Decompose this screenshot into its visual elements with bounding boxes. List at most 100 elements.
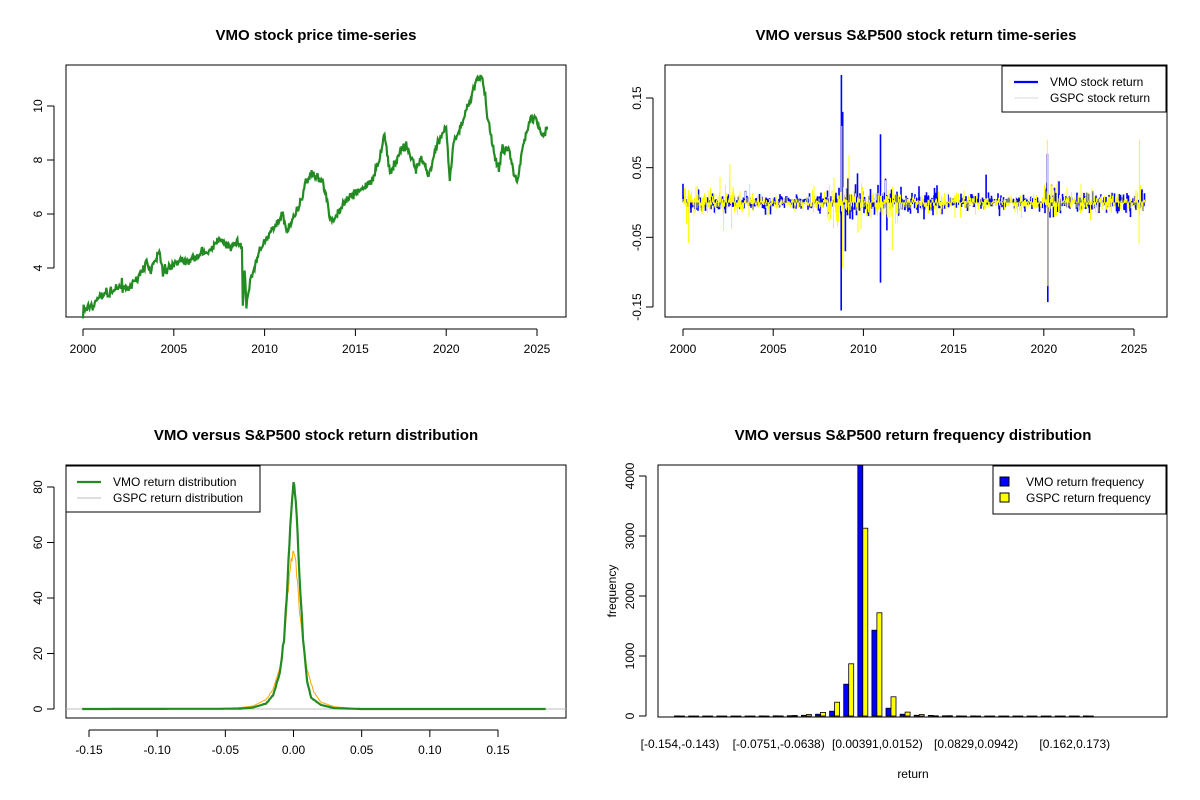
bar-vmo xyxy=(970,715,976,717)
legend-label: GSPC return distribution xyxy=(113,491,243,505)
legend: VMO stock return GSPC stock return xyxy=(1001,65,1167,113)
x-tick-label: [-0.0751,-0.0638) xyxy=(733,737,825,751)
bar-gspc xyxy=(791,715,798,717)
bar-gspc xyxy=(1088,715,1094,718)
x-tick-label: [-0.154,-0.143) xyxy=(641,737,720,751)
y-tick-label: -0.05 xyxy=(630,223,644,251)
plot-frame xyxy=(65,64,567,318)
bar-gspc xyxy=(749,715,756,718)
bar-gspc xyxy=(961,715,967,718)
x-tick-label: 2020 xyxy=(433,342,460,356)
bar-vmo xyxy=(1040,715,1047,718)
x-tick-label: [0.162,0.173) xyxy=(1039,737,1110,751)
legend-label: VMO return distribution xyxy=(113,475,236,489)
bar-gspc xyxy=(721,715,728,718)
legend-label: VMO return frequency xyxy=(1026,475,1144,489)
bar-vmo xyxy=(942,715,948,717)
return-density-chart: VMO versus S&P500 stock return distribut… xyxy=(31,427,567,757)
plot-frame xyxy=(664,64,1168,318)
bar-gspc xyxy=(989,715,996,718)
y-axis-label: frequency xyxy=(605,565,619,618)
legend: VMO return frequency GSPC return frequenc… xyxy=(992,465,1167,515)
bar-vmo xyxy=(857,464,864,717)
bar-gspc xyxy=(679,715,685,718)
bar-vmo xyxy=(688,715,694,718)
y-tick-label: 3000 xyxy=(623,522,637,549)
bar-gspc xyxy=(932,715,939,717)
bar-gspc xyxy=(848,663,855,717)
bar-vmo xyxy=(758,715,765,717)
bar-gspc xyxy=(1031,715,1038,718)
bar-gspc xyxy=(763,715,770,718)
bar-gspc xyxy=(777,715,784,717)
x-tick-label: -0.10 xyxy=(143,743,171,757)
x-tick-label: 2000 xyxy=(70,342,97,356)
x-tick-label: [0.0829,0.0942) xyxy=(934,737,1018,751)
bar-vmo xyxy=(801,714,807,717)
x-tick-label: 2010 xyxy=(850,342,877,356)
price-line xyxy=(81,74,549,319)
y-tick-label: 0.15 xyxy=(630,86,644,110)
bar-vmo xyxy=(1054,715,1061,718)
bar-gspc xyxy=(707,715,714,718)
y-tick-label: 0.05 xyxy=(630,156,644,180)
bar-vmo xyxy=(730,715,737,718)
y-tick-label: -0.15 xyxy=(630,293,644,321)
bar-vmo xyxy=(998,715,1005,718)
bar-gspc xyxy=(735,715,742,718)
x-tick-label: 0.10 xyxy=(418,743,442,757)
x-tick-label: 2015 xyxy=(940,342,967,356)
bar-gspc xyxy=(1059,715,1066,718)
y-tick-label: 0 xyxy=(623,712,637,719)
y-tick-label: 6 xyxy=(31,210,45,217)
bar-vmo xyxy=(871,629,878,717)
bar-vmo xyxy=(1068,715,1075,718)
legend-swatch xyxy=(999,492,1010,503)
bar-vmo xyxy=(786,715,793,717)
y-tick-label: 60 xyxy=(31,536,45,550)
bar-vmo xyxy=(1083,715,1089,717)
legend: VMO return distribution GSPC return distr… xyxy=(65,465,261,513)
x-tick-label: 0.15 xyxy=(486,743,510,757)
bar-gspc xyxy=(947,715,953,717)
y-tick-label: 40 xyxy=(31,591,45,605)
x-tick-label: 0.00 xyxy=(282,743,306,757)
bar-vmo xyxy=(843,683,850,717)
bar-vmo xyxy=(744,715,751,718)
y-tick-label: 8 xyxy=(31,156,45,163)
bar-gspc xyxy=(975,715,981,718)
bar-vmo xyxy=(829,710,835,717)
chart-title: VMO stock price time-series xyxy=(216,27,417,44)
x-axis-label: return xyxy=(897,767,928,781)
x-tick-label: 2010 xyxy=(251,342,278,356)
x-tick-label: -0.05 xyxy=(212,743,240,757)
bar-vmo xyxy=(815,713,821,717)
bar-gspc xyxy=(806,714,812,717)
x-tick-label: 2005 xyxy=(160,342,187,356)
bar-gspc xyxy=(1045,715,1052,718)
bar-gspc xyxy=(876,612,883,717)
density-line-0 xyxy=(82,481,546,711)
legend-label: VMO stock return xyxy=(1050,75,1143,89)
chart-title: VMO versus S&P500 stock return time-seri… xyxy=(756,27,1077,44)
bar-vmo xyxy=(899,713,906,717)
legend-box xyxy=(65,465,261,513)
plot-frame xyxy=(657,464,1168,718)
bar-gspc xyxy=(1073,715,1080,718)
y-tick-label: 2000 xyxy=(623,582,637,609)
bar-gspc xyxy=(862,527,869,717)
bar-vmo xyxy=(913,714,920,717)
x-tick-label: 0.05 xyxy=(350,743,374,757)
y-tick-label: 20 xyxy=(31,647,45,661)
bar-vmo xyxy=(772,715,779,717)
x-tick-label: -0.15 xyxy=(75,743,103,757)
y-tick-label: 1000 xyxy=(623,642,637,669)
bar-gspc xyxy=(918,714,925,717)
return-timeseries-chart: VMO versus S&P500 stock return time-seri… xyxy=(630,27,1168,356)
legend-box xyxy=(1001,65,1167,113)
chart-title: VMO versus S&P500 return frequency distr… xyxy=(735,427,1092,444)
return-series-1 xyxy=(682,125,1145,287)
x-tick-label: 2000 xyxy=(670,342,697,356)
bar-vmo xyxy=(716,715,723,718)
